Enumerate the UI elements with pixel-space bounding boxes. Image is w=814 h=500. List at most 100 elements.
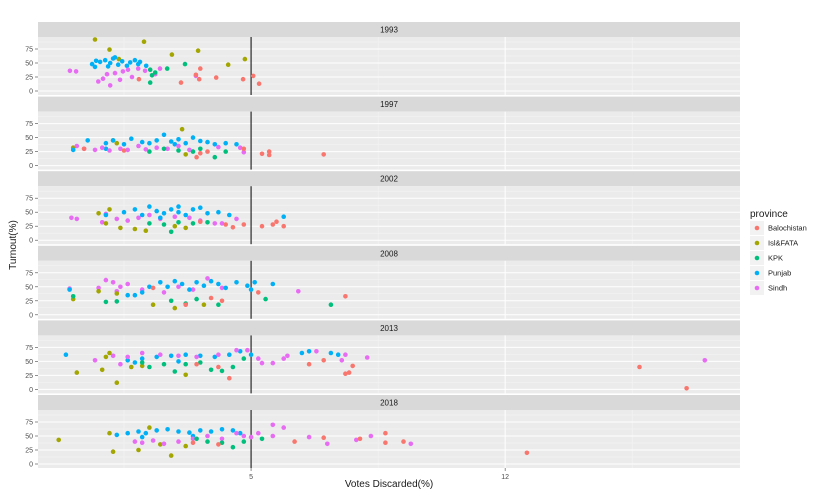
data-point-punjab: [183, 352, 188, 358]
data-point-punjab: [168, 207, 174, 212]
data-point-islfata: [107, 430, 112, 436]
data-point-punjab: [172, 278, 178, 284]
data-point-sindh: [117, 77, 123, 83]
legend-title: province: [750, 209, 788, 220]
data-point-punjab: [227, 352, 232, 358]
data-point-balochistan: [136, 76, 142, 82]
data-point-sindh: [212, 221, 218, 226]
y-tick-label: 75: [25, 47, 33, 54]
data-point-balochistan: [227, 375, 232, 381]
data-point-sindh: [237, 145, 243, 150]
facet-strip-label: 2008: [380, 249, 398, 258]
data-point-punjab: [139, 139, 145, 145]
data-point-balochistan: [205, 149, 210, 154]
data-point-punjab: [158, 280, 163, 285]
data-point-balochistan: [250, 73, 256, 79]
data-point-kpk: [168, 298, 174, 304]
data-point-islfata: [183, 225, 188, 231]
data-point-punjab: [216, 209, 221, 215]
data-point-punjab: [70, 147, 76, 153]
data-point-sindh: [150, 438, 156, 443]
data-point-kpk: [241, 439, 247, 444]
data-point-kpk: [212, 154, 218, 160]
y-tick-label: 0: [29, 387, 33, 394]
y-tick-label: 0: [29, 238, 33, 245]
data-point-kpk: [147, 149, 152, 154]
data-point-punjab: [176, 137, 181, 142]
data-point-punjab: [103, 212, 109, 218]
data-point-punjab: [154, 208, 159, 214]
data-point-sindh: [314, 349, 319, 354]
panel-background: [38, 260, 740, 319]
data-point-sindh: [125, 67, 131, 72]
data-point-sindh: [176, 143, 181, 149]
data-point-kpk: [172, 369, 178, 374]
legend-label: KPK: [768, 254, 783, 263]
data-point-sindh: [107, 148, 112, 153]
data-point-punjab: [97, 59, 103, 65]
y-tick-label: 25: [25, 373, 33, 380]
data-point-punjab: [114, 432, 120, 438]
data-point-sindh: [96, 79, 101, 84]
x-tick-label: 5: [249, 474, 253, 481]
y-tick-label: 75: [25, 270, 33, 277]
data-point-balochistan: [198, 66, 203, 71]
data-point-sindh: [176, 353, 181, 359]
data-point-sindh: [69, 215, 74, 221]
y-tick-label: 75: [25, 196, 33, 203]
data-point-balochistan: [81, 146, 87, 152]
data-point-punjab: [147, 204, 152, 209]
y-tick-label: 0: [29, 163, 33, 170]
data-point-punjab: [135, 61, 141, 67]
data-point-kpk: [164, 66, 170, 71]
data-point-punjab: [102, 57, 108, 63]
data-point-punjab: [179, 281, 185, 287]
data-point-sindh: [219, 436, 225, 442]
data-point-islfata: [56, 437, 61, 443]
data-point-islfata: [158, 442, 163, 447]
facet-strip-label: 1997: [380, 100, 398, 109]
data-point-punjab: [194, 280, 199, 285]
data-point-punjab: [198, 353, 203, 359]
data-point-sindh: [125, 354, 130, 360]
data-point-islfata: [74, 370, 80, 375]
data-point-punjab: [129, 136, 134, 141]
data-point-islfata: [103, 354, 109, 360]
data-point-balochistan: [270, 222, 276, 227]
facet-strip: [38, 245, 740, 261]
data-point-sindh: [187, 215, 192, 221]
data-point-sindh: [190, 287, 196, 292]
data-point-islfata: [183, 152, 188, 157]
data-point-sindh: [176, 284, 181, 290]
data-point-punjab: [234, 142, 239, 147]
data-point-kpk: [230, 364, 236, 370]
data-point-kpk: [216, 302, 221, 308]
data-point-islfata: [195, 48, 201, 53]
data-point-punjab: [165, 284, 170, 290]
data-point-islfata: [168, 453, 174, 458]
data-point-punjab: [208, 278, 214, 284]
data-point-sindh: [103, 277, 109, 283]
data-point-punjab: [165, 427, 170, 432]
data-point-kpk: [219, 440, 225, 446]
data-point-punjab: [125, 358, 130, 363]
data-point-kpk: [205, 439, 210, 444]
data-point-punjab: [219, 427, 225, 432]
data-point-sindh: [165, 146, 170, 152]
data-point-balochistan: [216, 364, 221, 370]
data-point-balochistan: [219, 298, 225, 304]
data-point-punjab: [63, 352, 69, 358]
data-point-sindh: [368, 433, 374, 439]
y-tick-label: 25: [25, 75, 33, 82]
data-point-punjab: [205, 211, 210, 216]
data-point-islfata: [143, 228, 149, 233]
data-point-sindh: [118, 361, 123, 367]
data-point-sindh: [205, 276, 210, 281]
data-point-sindh: [241, 433, 247, 439]
data-point-balochistan: [196, 76, 202, 82]
data-point-kpk: [147, 80, 153, 85]
data-point-balochistan: [383, 430, 388, 436]
data-point-kpk: [198, 146, 203, 152]
data-point-punjab: [187, 430, 192, 435]
data-point-punjab: [127, 60, 133, 65]
